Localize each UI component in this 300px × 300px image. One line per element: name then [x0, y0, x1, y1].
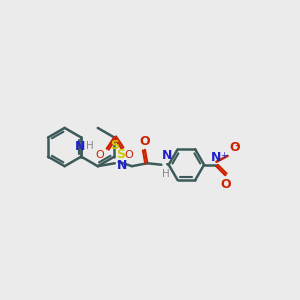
Text: O: O [140, 135, 150, 148]
Text: -: - [234, 140, 238, 152]
Text: S: S [116, 148, 125, 161]
Text: H: H [162, 169, 170, 179]
Text: O: O [220, 178, 231, 191]
Text: H: H [85, 141, 93, 151]
Text: S: S [110, 139, 119, 152]
Text: O: O [124, 150, 133, 160]
Text: N: N [162, 149, 172, 162]
Text: O: O [96, 150, 105, 160]
Text: O: O [229, 141, 240, 154]
Text: N: N [74, 140, 85, 152]
Text: N: N [211, 151, 222, 164]
Text: +: + [220, 151, 227, 160]
Text: N: N [117, 159, 128, 172]
